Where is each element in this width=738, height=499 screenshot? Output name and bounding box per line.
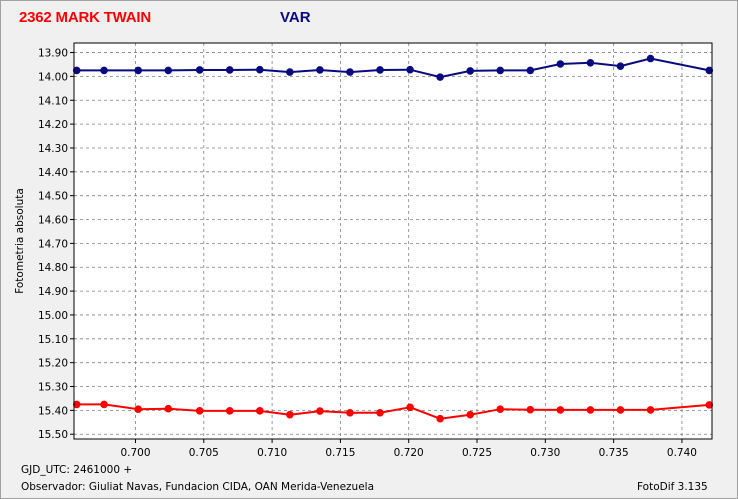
y-tick-label: 13.90 [38,48,68,60]
plot-frame [73,42,713,440]
data-point-var [134,66,143,75]
data-point-var [225,66,234,74]
y-tick-label: 14.50 [38,191,68,203]
y-tick-label: 14.70 [38,238,68,250]
data-point-comp [376,408,384,417]
y-tick-label: 15.30 [38,382,68,394]
data-point-comp [164,404,173,413]
x-tick-label: 0.735 [599,447,629,459]
y-tick-label: 14.30 [38,143,68,155]
x-tick-label: 0.705 [189,447,219,459]
data-point-var [526,66,535,75]
data-point-var [316,66,324,74]
data-point-comp [646,406,655,414]
data-point-var [586,59,595,67]
object-title: 2362 MARK TWAIN [19,9,152,26]
data-point-comp [100,400,108,409]
y-tick-label: 14.60 [38,215,68,227]
x-tick-label: 0.715 [325,447,355,459]
data-point-var [496,66,505,75]
data-point-comp [466,410,474,419]
data-point-var [164,66,173,75]
data-point-comp [436,414,444,423]
x-tick-label: 0.700 [120,447,150,459]
y-tick-label: 15.10 [38,334,68,346]
series-layer [72,54,714,423]
y-tick-label: 14.80 [38,262,68,274]
data-point-comp [134,405,143,413]
x-tick-label: 0.720 [394,447,424,459]
data-point-comp [406,403,414,412]
variable-title: VAR [280,9,311,26]
data-point-var [255,65,264,74]
data-point-var [376,66,384,74]
y-tick-label: 15.40 [38,405,68,417]
data-point-comp [72,400,81,409]
series-comp [72,400,714,423]
software-label: FotoDif 3.135 [637,481,708,493]
x-axis-ticks: 0.700 0.705 0.710 0.715 0.720 0.725 0.730 0.735… [120,439,697,459]
data-point-var [616,62,625,70]
data-point-comp [195,407,204,415]
x-tick-label: 0.740 [667,447,697,459]
data-point-var [195,66,204,74]
gjd-label: GJD_UTC: 2461000 + [21,464,133,476]
data-point-comp [286,410,294,419]
y-tick-label: 15.00 [38,310,68,322]
data-point-comp [616,406,625,414]
y-tick-label: 14.40 [38,167,68,179]
x-tick-label: 0.730 [530,447,560,459]
x-tick-label: 0.725 [462,447,492,459]
y-tick-label: 14.90 [38,286,68,298]
y-axis-label: Fotometria absoluta [14,188,26,294]
data-point-var [406,65,414,74]
data-point-comp [496,405,505,413]
y-tick-label: 14.10 [38,95,68,107]
series-var [72,54,714,81]
data-point-var [346,68,354,76]
x-tick-label: 0.710 [257,447,287,459]
y-tick-label: 14.00 [38,71,68,83]
data-point-var [436,73,444,81]
plot-area [74,43,712,439]
data-point-var [72,66,81,75]
observer-label: Observador: Giuliat Navas, Fundacion CID… [21,481,375,493]
data-point-comp [225,407,234,415]
y-axis-ticks: 13.90 14.00 14.10 14.20 14.30 14.40 14.50 14.60… [38,48,74,441]
data-point-var [466,67,474,75]
data-point-var [100,66,108,75]
data-point-var [646,54,655,63]
data-point-comp [346,408,354,417]
data-point-var [556,60,565,68]
data-point-comp [255,407,264,415]
data-point-comp [705,401,714,409]
y-tick-label: 14.20 [38,119,68,131]
data-point-var [705,66,714,75]
y-tick-label: 15.20 [38,358,68,370]
data-point-comp [526,405,535,414]
y-tick-label: 15.50 [38,429,68,441]
data-point-comp [586,406,595,414]
data-point-comp [556,406,565,414]
data-point-var [286,68,294,76]
data-point-comp [316,407,324,415]
